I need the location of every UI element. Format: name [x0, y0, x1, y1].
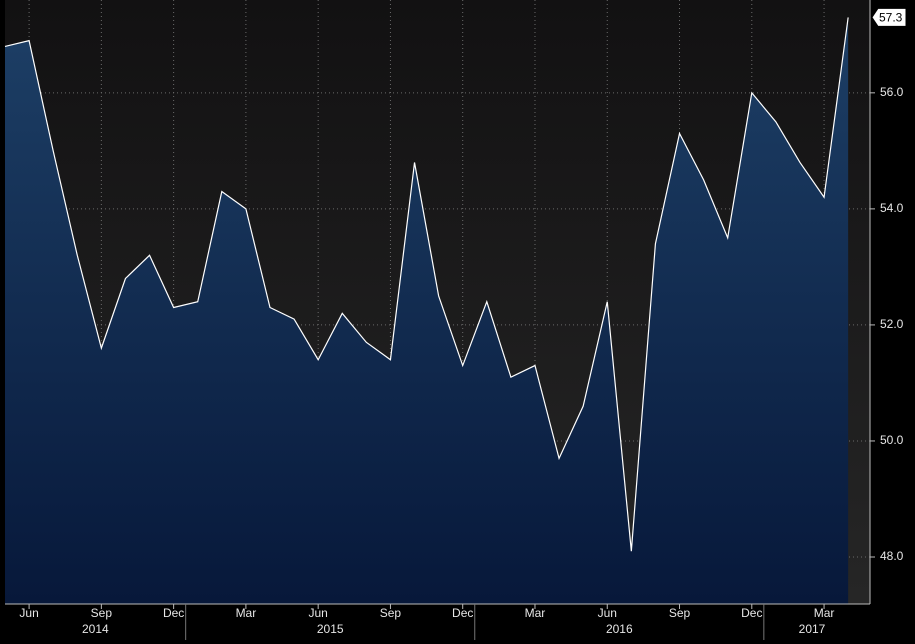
y-tick-label: 52.0 [880, 317, 904, 331]
y-tick-label: 48.0 [880, 549, 904, 563]
line [4, 17, 849, 552]
x-tick-label: Sep [380, 606, 402, 620]
y-tick-label: 54.0 [880, 201, 904, 215]
x-tick-label: Sep [669, 606, 691, 620]
year-label: 2015 [317, 622, 344, 636]
y-tick-label: 56.0 [880, 85, 904, 99]
year-label: 2014 [82, 622, 109, 636]
x-tick-label: Mar [814, 606, 835, 620]
x-tick-label: Jun [19, 606, 38, 620]
area-fill [5, 17, 849, 605]
x-tick-label: Sep [91, 606, 113, 620]
y-tick-label: 50.0 [880, 433, 904, 447]
x-tick-label: Mar [525, 606, 546, 620]
x-tick-label: Dec [741, 606, 762, 620]
x-tick-label: Dec [163, 606, 184, 620]
x-tick-label: Mar [236, 606, 257, 620]
last-value-tag [871, 7, 907, 27]
last-value-label: 57.3 [879, 11, 903, 25]
year-label: 2016 [606, 622, 633, 636]
x-tick-label: Dec [452, 606, 473, 620]
year-label: 2017 [799, 622, 826, 636]
x-tick-label: Jun [308, 606, 327, 620]
x-tick-label: Jun [598, 606, 617, 620]
